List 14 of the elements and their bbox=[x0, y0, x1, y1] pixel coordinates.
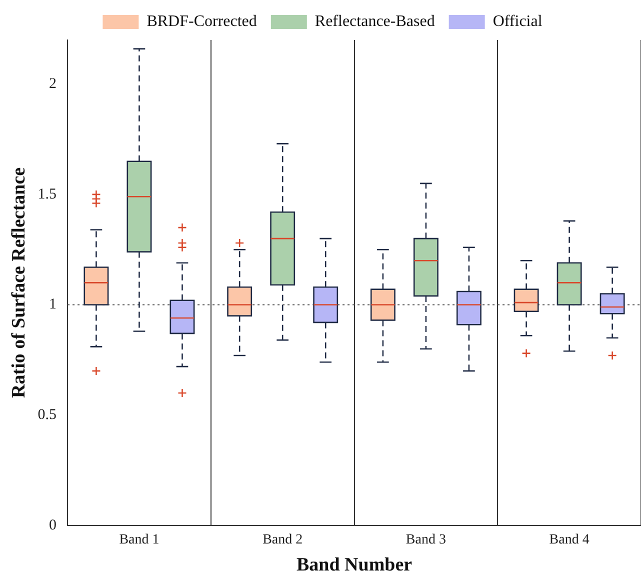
y-tick-label: 0 bbox=[49, 517, 57, 534]
x-tick-label: Band 4 bbox=[549, 532, 590, 548]
y-tick-label: 2 bbox=[49, 76, 57, 92]
x-tick-label: Band 3 bbox=[406, 532, 446, 548]
y-tick-label: 1 bbox=[49, 296, 57, 313]
legend-label: Reflectance-Based bbox=[314, 13, 435, 30]
y-axis-title: Ratio of Surface Reflectance bbox=[8, 167, 30, 398]
y-tick-label: 0.5 bbox=[38, 407, 57, 424]
x-tick-label: Band 2 bbox=[262, 532, 303, 548]
y-tick-label: 1.5 bbox=[38, 186, 57, 202]
x-tick-label: Band 1 bbox=[119, 532, 160, 548]
legend-label: Official bbox=[492, 13, 543, 30]
x-axis-title: Band Number bbox=[296, 554, 413, 576]
legend-label: BRDF-Corrected bbox=[146, 13, 257, 30]
